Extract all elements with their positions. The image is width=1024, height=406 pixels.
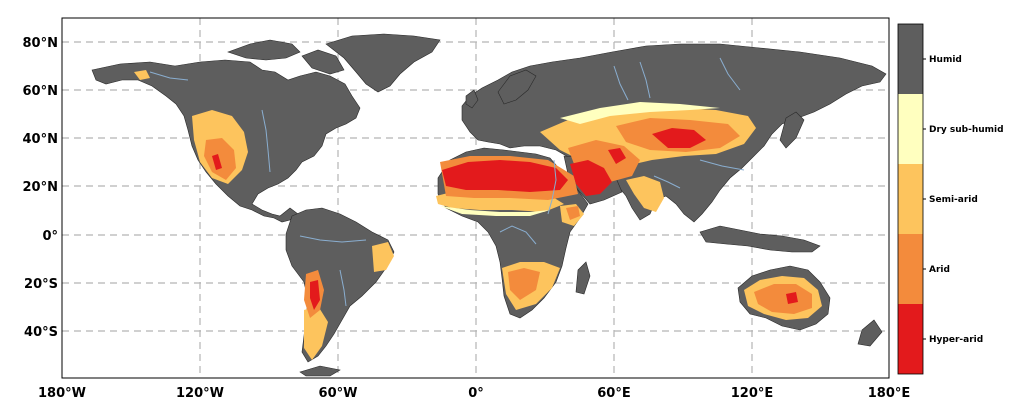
lat-label: 80°N bbox=[23, 36, 58, 51]
land-scandinavia bbox=[497, 69, 537, 105]
hyper-arid-taklamakan bbox=[652, 128, 706, 148]
latitude-labels: 80°N 60°N 40°N 20°N 0° 20°S 40°S bbox=[23, 36, 58, 340]
river-yukon bbox=[149, 71, 189, 81]
arid-horn-africa bbox=[566, 206, 580, 220]
hyper-arid-atacama bbox=[310, 280, 320, 310]
longitude-labels: 180°W 120°W 60°W 0° 60°E 120°E 180°E bbox=[38, 386, 910, 401]
semi-arid-india bbox=[626, 176, 664, 212]
lat-label: 40°N bbox=[23, 132, 58, 147]
river-nile bbox=[547, 159, 557, 215]
river-yenisei bbox=[639, 61, 651, 99]
rivers bbox=[149, 57, 745, 307]
hyper-arid-sahara bbox=[442, 160, 568, 192]
lon-label: 180°E bbox=[868, 386, 911, 401]
dry-subhumid-central-asia-edge bbox=[560, 102, 720, 124]
legend-label-semi-arid: Semi-arid bbox=[929, 195, 978, 205]
land-madagascar bbox=[575, 261, 591, 295]
land-arctic-archipelago bbox=[227, 39, 301, 61]
lon-label: 120°W bbox=[176, 386, 224, 401]
hyper-arid-iran bbox=[608, 148, 626, 164]
dry-subhumid-sahel-edge bbox=[440, 206, 550, 216]
arid-australia bbox=[754, 284, 812, 314]
land-maritime-se-asia bbox=[699, 225, 821, 253]
zone-dry-subhumid bbox=[440, 102, 720, 216]
legend-swatch-hyper-arid bbox=[898, 304, 923, 374]
land-japan bbox=[779, 111, 805, 149]
legend-swatch-humid bbox=[898, 24, 923, 94]
semi-arid-alaska bbox=[134, 70, 150, 80]
river-mississippi bbox=[261, 109, 271, 173]
semi-arid-patagonia bbox=[304, 306, 328, 360]
lat-label: 20°N bbox=[23, 180, 58, 195]
river-parana bbox=[339, 269, 347, 307]
lat-label: 40°S bbox=[24, 325, 58, 340]
hyper-arid-baja bbox=[212, 154, 222, 170]
map-panel bbox=[61, 17, 890, 379]
map-frame bbox=[61, 17, 890, 379]
legend-swatch-arid bbox=[898, 234, 923, 304]
semi-arid-south-america-east bbox=[372, 242, 394, 272]
river-congo bbox=[499, 225, 537, 245]
lon-label: 0° bbox=[468, 386, 484, 401]
river-yangtze bbox=[699, 159, 745, 171]
lon-label: 180°W bbox=[38, 386, 86, 401]
lon-label: 120°E bbox=[731, 386, 774, 401]
river-ob bbox=[613, 65, 629, 101]
river-ganges bbox=[653, 175, 681, 189]
legend-label-hyper-arid: Hyper-arid bbox=[929, 335, 983, 345]
river-amazon bbox=[299, 235, 367, 243]
lon-label: 60°W bbox=[319, 386, 358, 401]
lon-label: 60°E bbox=[597, 386, 630, 401]
arid-kalahari-namib bbox=[508, 268, 540, 300]
land-antarctic-strip bbox=[299, 365, 341, 377]
zone-hyper-arid bbox=[212, 128, 798, 310]
hyper-arid-australia-center bbox=[786, 292, 798, 304]
legend-swatch-semi-arid bbox=[898, 164, 923, 234]
land-greenland bbox=[325, 33, 441, 93]
legend-label-humid: Humid bbox=[929, 55, 962, 65]
legend-swatch-dry-subhumid bbox=[898, 94, 923, 164]
land-baffin bbox=[301, 49, 345, 75]
lat-label: 20°S bbox=[24, 277, 58, 292]
land-new-zealand bbox=[857, 319, 883, 347]
river-lena bbox=[719, 57, 741, 91]
legend-colorbar: Humid Dry sub-humid Semi-arid Arid Hyper… bbox=[897, 23, 1004, 375]
lat-label: 0° bbox=[42, 229, 58, 244]
land-british-isles bbox=[465, 89, 479, 109]
legend-label-arid: Arid bbox=[929, 265, 950, 275]
hyper-arid-arabia bbox=[570, 160, 612, 196]
legend-label-dry-subhumid: Dry sub-humid bbox=[929, 125, 1004, 135]
lat-label: 60°N bbox=[23, 84, 58, 99]
arid-southwest-us-mexico bbox=[204, 138, 236, 180]
